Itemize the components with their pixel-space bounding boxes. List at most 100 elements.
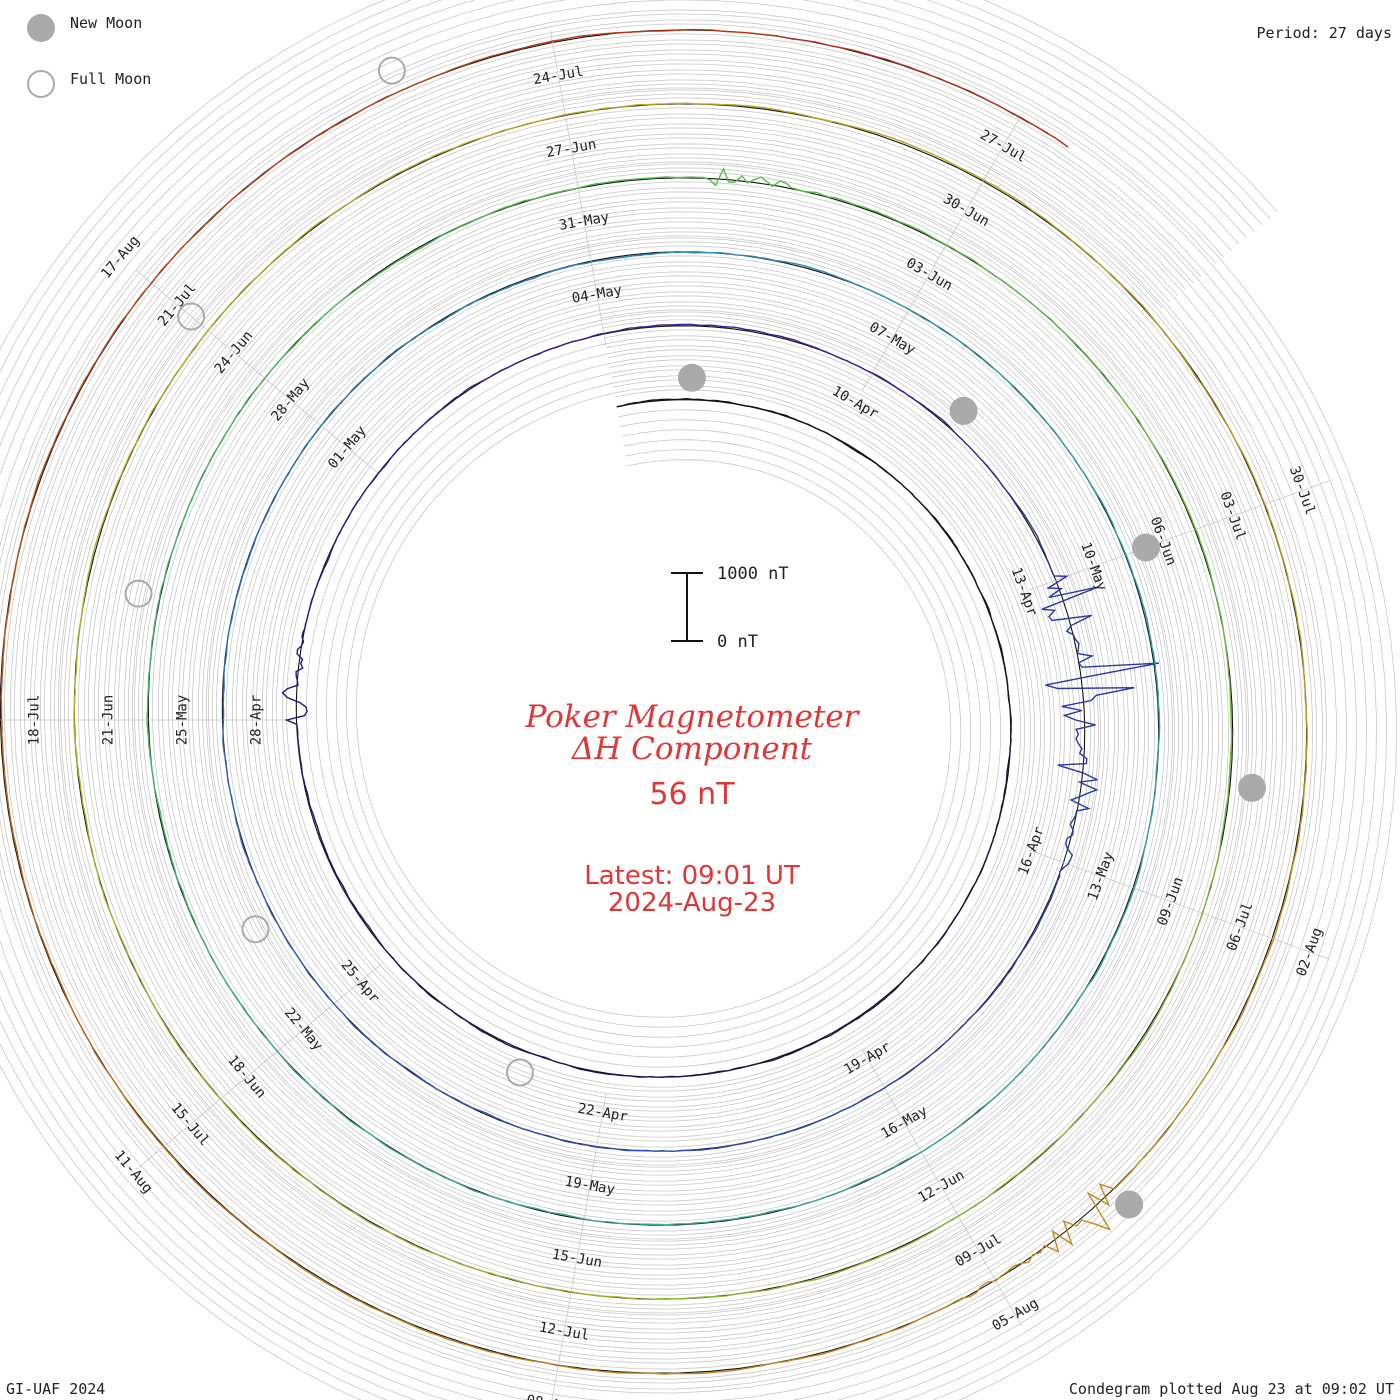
scale-bar: 1000 nT 0 nT [671,564,789,652]
date-label-28: 03-Jul [1216,489,1248,542]
date-label-41: 11-Aug [111,1148,156,1197]
credit-label: GI-UAF 2024 [6,1380,106,1398]
date-label-35: 24-Jul [532,64,585,89]
field-trace-segment-27 [455,253,656,314]
field-trace-segment-1 [761,408,893,477]
field-trace-segment-29 [864,287,1039,414]
data-layer [0,28,1309,1375]
grid-spiral-2 [39,69,1268,1334]
radial-spoke-3 [861,1048,1023,1327]
field-trace-segment-35 [447,1178,673,1226]
period-label: Period: 27 days [1256,24,1392,42]
field-trace-segment-33 [890,1023,1062,1170]
field-trace-segment-46 [1094,875,1215,1102]
field-trace-segment-70 [792,38,1069,148]
radial-spoke-0 [861,113,1023,392]
field-trace-segment-52 [73,533,100,803]
field-trace-segment-36 [265,1036,449,1180]
field-trace-segment-21 [508,1122,703,1153]
field-trace-segment-19 [884,954,1021,1089]
field-trace-segment-3 [981,594,1012,744]
current-value: 56 nT [649,777,735,812]
field-trace-segment-42 [690,167,930,237]
grid-spiral-4 [19,49,1288,1354]
field-trace-segment-23 [241,843,345,1016]
date-label-17: 31-May [558,209,611,234]
field-trace-segment-47 [887,1100,1096,1254]
field-trace-segment-53 [98,298,237,535]
chart-title-block: Poker Magnetometer ΔH Component 56 nT La… [525,699,861,918]
new-moon-marker-4 [1115,1190,1144,1219]
field-trace-segment-2 [891,475,983,596]
moon-layer [124,56,1266,1219]
field-trace-segment-20 [702,1087,885,1151]
grid-spiral-0 [59,89,1248,1314]
field-trace-segment-66 [0,466,45,767]
field-trace-segment-59 [1273,653,1309,940]
date-label-10: 10-May [1077,540,1109,593]
chart-title: Poker Magnetometer [525,699,861,735]
field-trace-segment-18 [1019,779,1099,956]
plotted-timestamp: Condegram plotted Aug 23 at 09:02 UT [1068,1380,1394,1398]
field-trace-segment-34 [671,1167,892,1225]
radial-spoke-1 [1028,480,1330,591]
full-moon-marker-0 [506,1058,534,1087]
field-trace-segment-8 [416,983,561,1064]
field-trace-segment-44 [1118,394,1223,624]
field-trace-segment-5 [867,891,971,1012]
scale-top-label: 1000 nT [717,564,789,584]
field-trace-segment-45 [1213,622,1233,876]
grid-spiral-1 [49,79,1258,1324]
full-moon-marker-2 [124,579,153,608]
field-trace-segment-48 [631,1252,888,1301]
field-trace-segment-65 [3,766,96,1054]
date-label-38: 02-Aug [1294,926,1326,979]
radial-spoke-2 [1028,849,1330,960]
field-trace-segment-22 [343,1014,510,1124]
field-trace-segment-4 [969,743,1012,893]
field-trace-segment-7 [560,1062,722,1078]
date-label-27: 30-Jun [940,191,992,230]
chart-subtitle: ΔH Component [571,731,813,767]
radial-spoke-5 [135,963,382,1171]
date-label-14: 22-May [281,1005,326,1054]
date-label-13: 19-May [564,1174,617,1199]
field-trace-segment-14 [630,323,809,346]
grid-spiral-5 [9,39,1298,1364]
field-trace-segment-38 [146,592,165,829]
grid-spiral-6 [0,19,1318,1384]
field-trace-segment-67 [43,213,217,467]
date-label-23: 18-Jun [224,1052,269,1101]
new-moon-marker-0 [677,363,706,392]
field-trace-segment-49 [378,1226,632,1300]
field-trace-segment-57 [1002,190,1205,389]
field-trace-segment-56 [736,104,1004,192]
date-label-31: 12-Jul [538,1319,591,1344]
field-trace-segment-28 [655,251,865,289]
field-trace-segment-10 [281,680,325,847]
latest-time: Latest: 09:01 UT [584,861,800,891]
date-label-36: 27-Jul [977,127,1029,166]
new-moon-marker-1 [949,396,978,425]
field-trace-segment-64 [94,1052,303,1269]
field-trace-segment-68 [215,58,483,215]
grid-spiral-7 [0,9,1328,1394]
date-label-9: 07-May [866,319,918,358]
date-label-15: 25-May [174,695,190,746]
grid-spiral-11 [0,0,1368,1400]
new-moon-marker-2 [1132,533,1160,562]
full-moon-legend-icon [27,70,55,98]
grid-spiral-3 [29,59,1278,1344]
radial-spoke-7 [135,269,382,477]
scale-bottom-label: 0 nT [717,632,758,652]
date-label-22: 15-Jun [551,1247,604,1272]
field-trace-segment-63 [301,1267,581,1370]
field-trace-segment-60 [1119,938,1275,1185]
date-label-18: 03-Jun [903,255,955,294]
field-trace-segment-40 [264,229,455,379]
date-label-37: 30-Jul [1286,464,1318,517]
field-trace-segment-6 [721,1010,869,1072]
